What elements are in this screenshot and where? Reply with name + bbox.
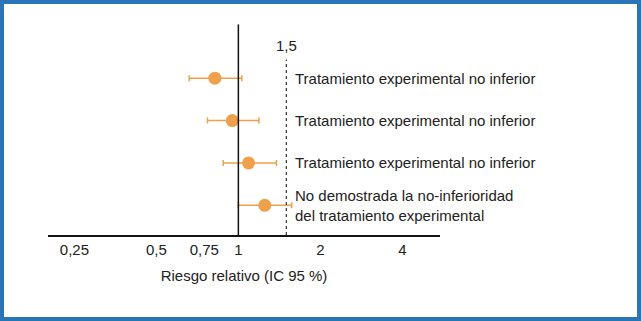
- svg-text:1,5: 1,5: [276, 37, 297, 54]
- svg-text:Riesgo relativo (IC 95 %): Riesgo relativo (IC 95 %): [161, 267, 328, 284]
- svg-text:4: 4: [398, 241, 406, 258]
- svg-text:Tratamiento experimental no in: Tratamiento experimental no inferior: [295, 112, 535, 129]
- svg-text:Tratamiento experimental no in: Tratamiento experimental no inferior: [295, 70, 535, 87]
- svg-text:0,25: 0,25: [60, 241, 89, 258]
- svg-text:2: 2: [316, 241, 324, 258]
- svg-text:No demostrada la no-inferiorid: No demostrada la no-inferioridaddel trat…: [295, 187, 513, 224]
- svg-text:1: 1: [234, 241, 242, 258]
- svg-text:0,75: 0,75: [190, 241, 219, 258]
- svg-text:0,5: 0,5: [146, 241, 167, 258]
- svg-text:Tratamiento experimental no in: Tratamiento experimental no inferior: [295, 154, 535, 171]
